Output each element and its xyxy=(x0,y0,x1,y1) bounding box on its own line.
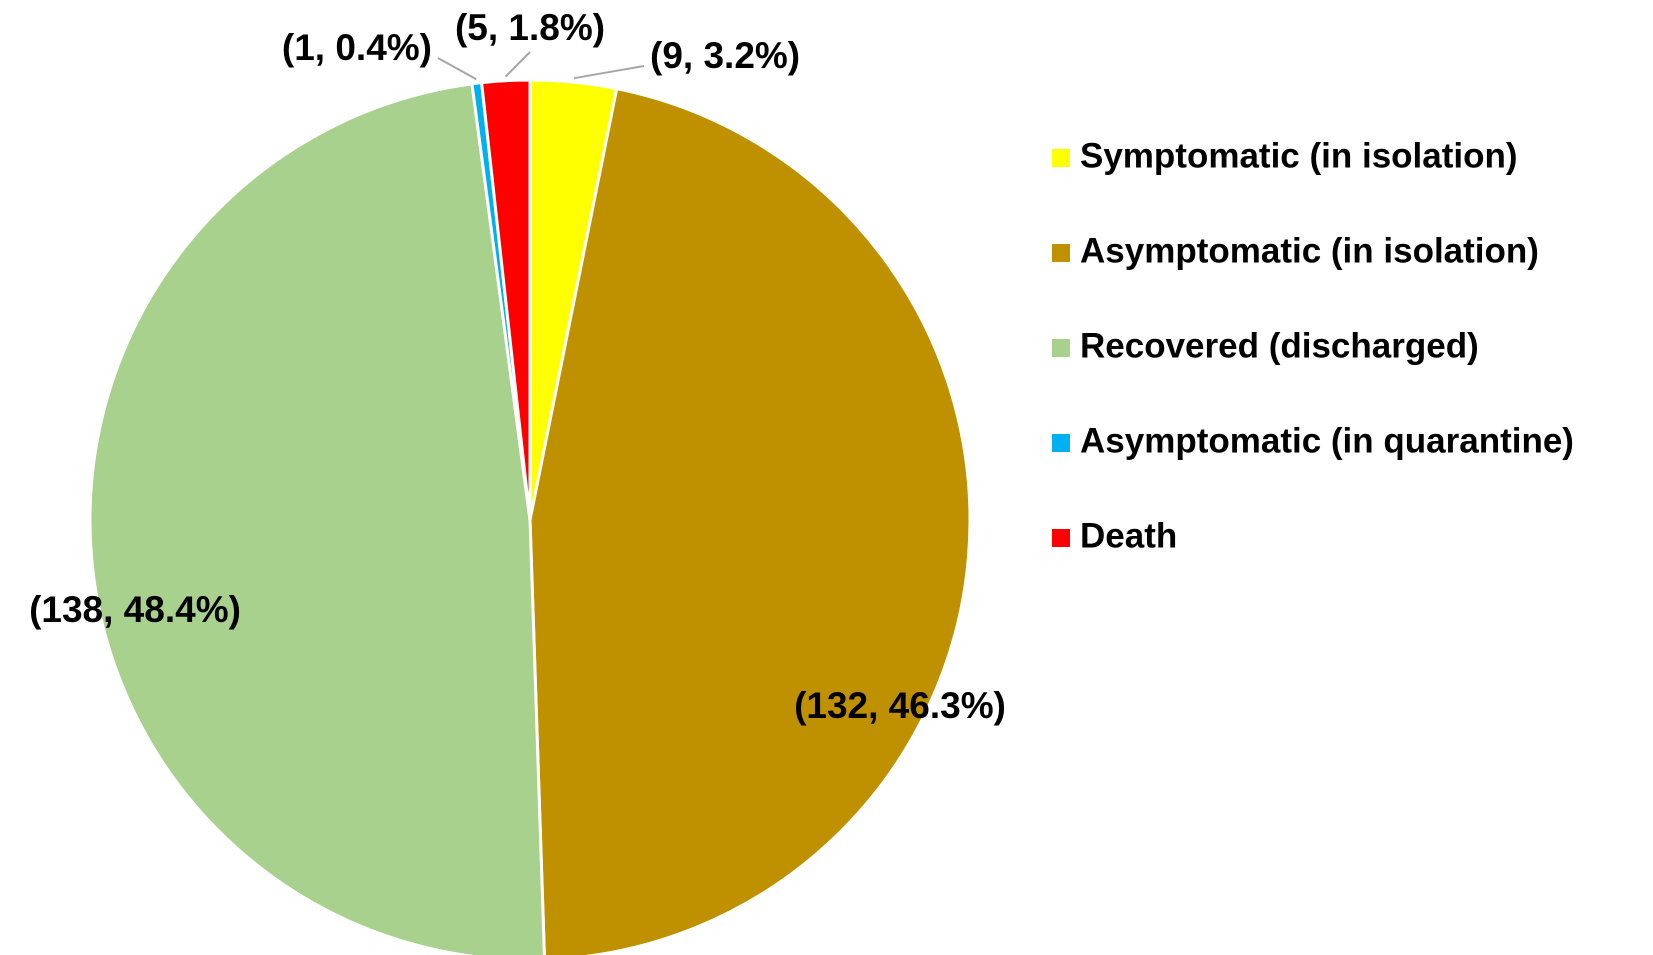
data-label: (1, 0.4%) xyxy=(282,27,432,68)
leader-line xyxy=(504,51,531,78)
pie-slice xyxy=(479,78,532,521)
pie-slice xyxy=(88,82,546,955)
data-label: (132, 46.3%) xyxy=(794,685,1006,726)
legend-swatch xyxy=(1052,339,1070,357)
legend-label: Recovered (discharged) xyxy=(1080,326,1479,365)
legend-label: Asymptomatic (in quarantine) xyxy=(1080,421,1574,460)
legend-label: Asymptomatic (in isolation) xyxy=(1080,231,1539,270)
legend-swatch xyxy=(1052,529,1070,547)
legend-label: Symptomatic (in isolation) xyxy=(1080,136,1518,175)
leader-line xyxy=(573,65,645,80)
pie-slice xyxy=(528,86,972,955)
data-label: (5, 1.8%) xyxy=(455,7,605,48)
legend-label: Death xyxy=(1080,516,1177,555)
legend-swatch xyxy=(1052,244,1070,262)
leader-line xyxy=(437,57,477,81)
legend-swatch xyxy=(1052,434,1070,452)
data-label: (138, 48.4%) xyxy=(29,589,241,630)
legend-swatch xyxy=(1052,149,1070,167)
data-label: (9, 3.2%) xyxy=(650,35,800,76)
